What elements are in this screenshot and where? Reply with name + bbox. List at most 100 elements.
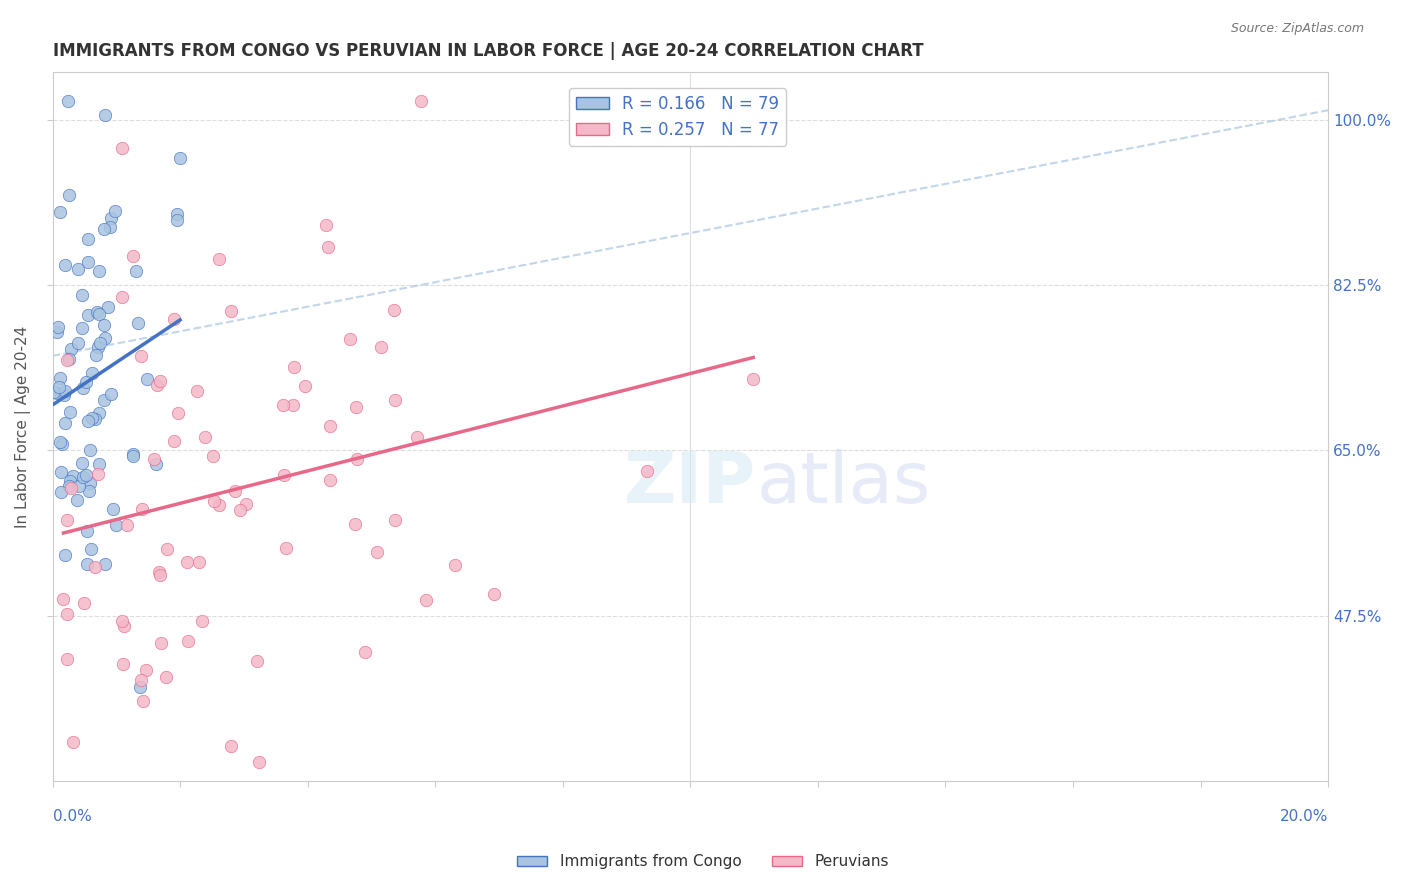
Point: [100, 211, 122, 225]
Point: [176, 555, 198, 569]
Point: [76, 308, 98, 322]
Point: [110, 615, 132, 629]
Point: [219, 304, 242, 318]
Point: [56, 94, 79, 108]
Point: [70, 457, 93, 471]
Point: [166, 406, 188, 420]
Point: [51, 437, 73, 451]
Point: [79, 475, 101, 490]
Point: [315, 219, 337, 233]
Point: [129, 349, 152, 363]
Legend: Immigrants from Congo, Peruvians: Immigrants from Congo, Peruvians: [510, 848, 896, 875]
Point: [76, 524, 98, 538]
Point: [319, 418, 342, 433]
Point: [484, 587, 506, 601]
Point: [66, 492, 89, 507]
Point: [636, 464, 658, 478]
Point: [80, 367, 103, 381]
Point: [66, 262, 89, 277]
Point: [53, 548, 76, 562]
Point: [187, 555, 209, 569]
Point: [229, 503, 252, 517]
Point: [100, 386, 122, 401]
Point: [384, 513, 406, 527]
Point: [149, 567, 172, 582]
Point: [97, 300, 120, 314]
Point: [59, 405, 82, 419]
Point: [72, 469, 94, 483]
Point: [149, 636, 172, 650]
Point: [224, 484, 246, 499]
Point: [60, 481, 83, 495]
Point: [111, 657, 134, 671]
Point: [77, 232, 100, 246]
Point: [80, 410, 103, 425]
Point: [131, 502, 153, 516]
Point: [93, 331, 115, 345]
Point: [177, 633, 200, 648]
Text: Source: ZipAtlas.com: Source: ZipAtlas.com: [1230, 22, 1364, 36]
Point: [66, 336, 89, 351]
Point: [48, 380, 70, 394]
Point: [384, 393, 406, 408]
Point: [163, 312, 186, 326]
Legend: R = 0.166   N = 79, R = 0.257   N = 77: R = 0.166 N = 79, R = 0.257 N = 77: [569, 87, 786, 145]
Point: [202, 450, 225, 464]
Point: [89, 335, 111, 350]
Point: [104, 203, 127, 218]
Point: [49, 485, 72, 500]
Point: [125, 263, 148, 277]
Point: [72, 381, 94, 395]
Point: [93, 318, 115, 332]
Point: [49, 435, 72, 450]
Point: [156, 542, 179, 557]
Point: [87, 340, 110, 354]
Point: [382, 302, 405, 317]
Point: [70, 288, 93, 302]
Point: [354, 645, 377, 659]
Point: [87, 467, 110, 482]
Point: [271, 398, 294, 412]
Point: [86, 305, 108, 319]
Point: [131, 694, 153, 708]
Point: [121, 448, 143, 462]
Point: [129, 680, 152, 694]
Point: [129, 673, 152, 687]
Point: [94, 108, 117, 122]
Point: [76, 255, 98, 269]
Point: [79, 443, 101, 458]
Point: [344, 517, 367, 532]
Point: [346, 452, 368, 467]
Point: [55, 513, 77, 527]
Point: [73, 596, 96, 610]
Point: [58, 188, 80, 202]
Point: [56, 607, 79, 621]
Point: [49, 465, 72, 479]
Point: [104, 518, 127, 533]
Text: ZIP: ZIP: [624, 449, 756, 518]
Point: [148, 565, 170, 579]
Point: [135, 372, 157, 386]
Point: [56, 353, 79, 368]
Point: [70, 321, 93, 335]
Point: [45, 386, 67, 401]
Point: [146, 378, 169, 392]
Point: [127, 316, 149, 330]
Point: [169, 151, 191, 165]
Point: [75, 467, 97, 482]
Point: [409, 94, 432, 108]
Point: [121, 449, 143, 463]
Point: [101, 502, 124, 516]
Point: [135, 663, 157, 677]
Point: [122, 249, 145, 263]
Point: [76, 414, 98, 428]
Point: [247, 755, 270, 769]
Point: [84, 348, 107, 362]
Point: [294, 379, 316, 393]
Text: atlas: atlas: [756, 449, 931, 518]
Point: [143, 451, 166, 466]
Point: [444, 558, 467, 572]
Point: [246, 654, 269, 668]
Point: [87, 406, 110, 420]
Point: [42, 384, 65, 399]
